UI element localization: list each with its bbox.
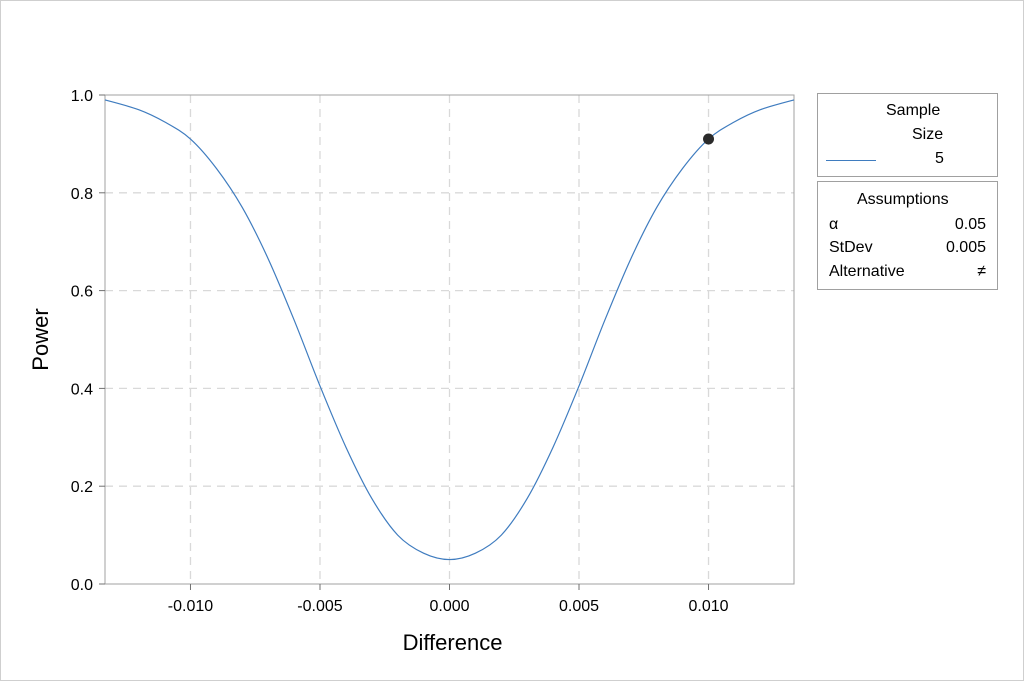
x-axis-title: Difference: [403, 630, 503, 655]
legend-sample-value: 5: [935, 150, 944, 167]
assumption-stdev-value: 0.005: [945, 239, 986, 256]
y-tick-label: 1.0: [71, 88, 93, 105]
y-tick-label: 0.6: [71, 284, 93, 301]
assumption-alpha-label: α: [829, 216, 839, 233]
x-tick-label: -0.010: [168, 598, 213, 615]
assumption-alternative-value: ≠: [977, 263, 986, 280]
y-tick-label: 0.8: [71, 186, 93, 203]
sample-size-legend: Sample Size 5: [817, 93, 998, 177]
assumption-stdev-label: StDev: [829, 239, 873, 256]
y-tick-label: 0.4: [71, 381, 93, 398]
y-tick-label: 0.0: [71, 577, 93, 594]
x-tick-label: -0.005: [297, 598, 342, 615]
y-tick-label: 0.2: [71, 479, 93, 496]
legend-sample-title: Sample: [886, 102, 941, 119]
power-curve-series-line: [104, 99, 795, 561]
x-tick-label: 0.000: [429, 598, 469, 615]
legend-series-line: [826, 160, 876, 161]
assumption-alternative-label: Alternative: [829, 263, 905, 280]
power-point-marker: [703, 133, 715, 145]
y-axis-title: Power: [28, 308, 53, 370]
assumptions-legend: Assumptions α 0.05 StDev 0.005 Alternati…: [817, 181, 998, 290]
x-tick-label: 0.005: [559, 598, 599, 615]
assumption-alpha-value: 0.05: [954, 216, 986, 233]
legend-size-title: Size: [912, 126, 944, 143]
x-tick-label: 0.010: [688, 598, 728, 615]
assumptions-title: Assumptions: [857, 191, 949, 208]
